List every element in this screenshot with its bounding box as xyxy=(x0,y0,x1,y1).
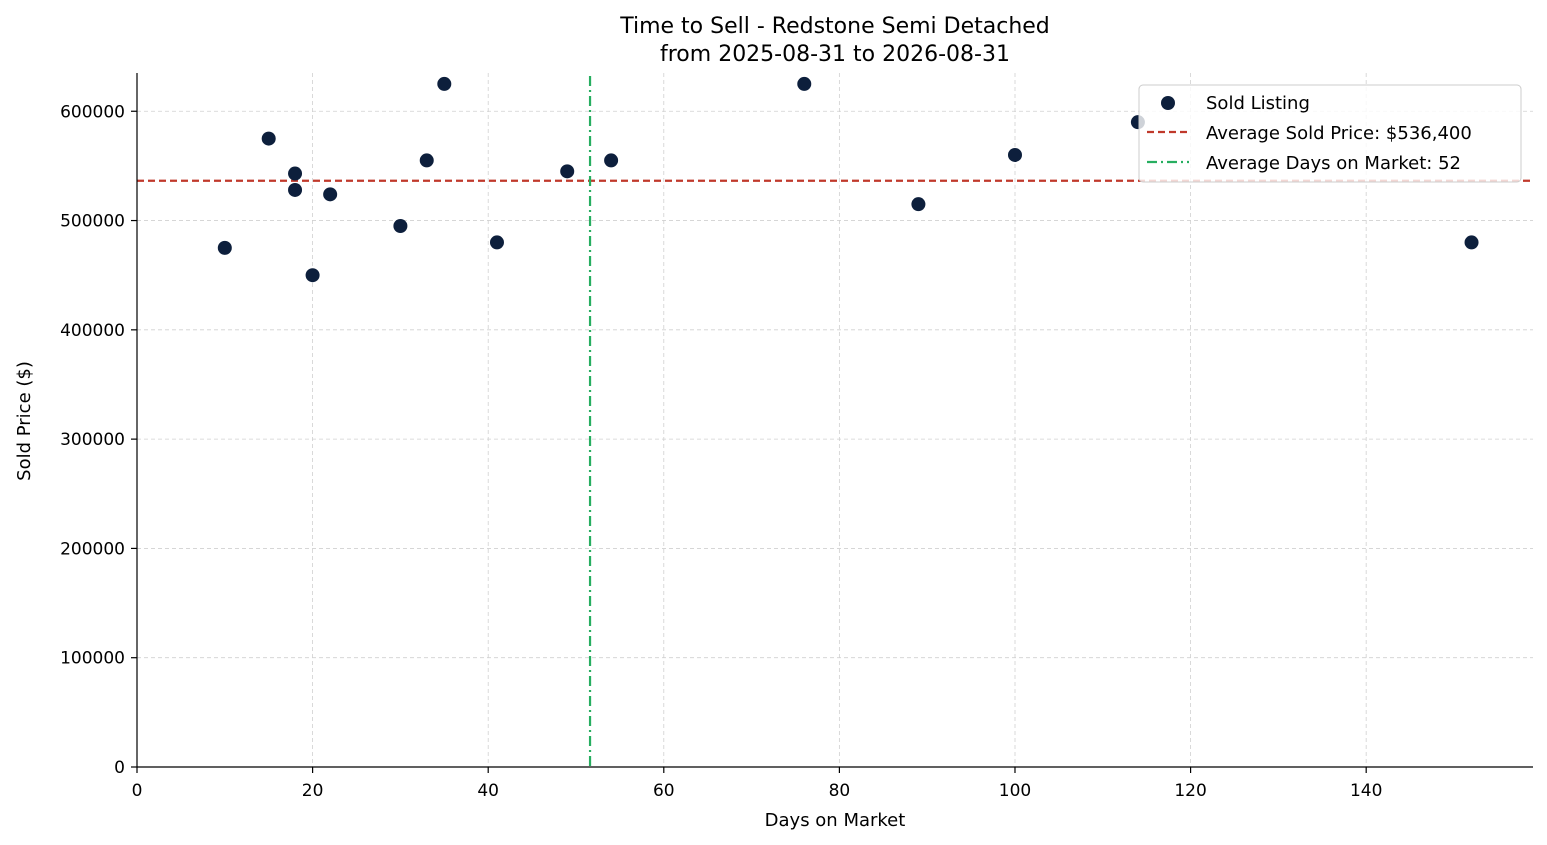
y-tick-label: 200000 xyxy=(60,539,125,559)
data-point xyxy=(797,76,812,91)
x-tick-label: 40 xyxy=(477,781,499,801)
y-tick-label: 600000 xyxy=(60,102,125,122)
x-tick-label: 120 xyxy=(1174,781,1206,801)
x-tick-label: 100 xyxy=(999,781,1031,801)
legend-label-average-days: Average Days on Market: 52 xyxy=(1206,153,1461,174)
data-point xyxy=(217,240,232,255)
legend-box xyxy=(1138,84,1522,183)
data-point xyxy=(419,153,434,168)
y-axis-label: Sold Price ($) xyxy=(14,361,35,481)
data-point xyxy=(604,153,619,168)
data-points xyxy=(217,76,1479,283)
tick-labels: 0 20 40 60 80 100 120 140 0 100000 200000 300000 400… xyxy=(60,102,1382,801)
y-tick-label: 300000 xyxy=(60,430,125,450)
x-tick-label: 80 xyxy=(829,781,851,801)
y-tick-label: 500000 xyxy=(60,212,125,232)
data-point xyxy=(911,197,926,212)
data-point xyxy=(323,187,338,202)
x-tick-label: 20 xyxy=(302,781,324,801)
x-tick-label: 0 xyxy=(132,781,143,801)
reference-lines xyxy=(137,76,1533,767)
data-point xyxy=(560,164,575,179)
data-point xyxy=(489,235,504,250)
x-tick-label: 140 xyxy=(1350,781,1382,801)
data-point xyxy=(393,219,408,234)
legend-label-sold-listing: Sold Listing xyxy=(1206,93,1310,114)
legend-label-average-sold-price: Average Sold Price: $536,400 xyxy=(1206,123,1472,144)
axes xyxy=(136,73,1533,768)
data-point xyxy=(288,166,303,181)
y-tick-label: 100000 xyxy=(60,649,125,669)
chart-subtitle: from 2025-08-31 to 2026-08-31 xyxy=(660,42,1010,67)
data-point xyxy=(437,76,452,91)
data-point xyxy=(1007,147,1022,162)
legend-marker-sold-listing xyxy=(1161,96,1175,110)
chart-title: Time to Sell - Redstone Semi Detached xyxy=(619,14,1050,39)
y-tick-label: 0 xyxy=(114,758,125,778)
y-tick-label: 400000 xyxy=(60,321,125,341)
legend: Sold Listing Average Sold Price: $536,40… xyxy=(1138,84,1522,183)
x-tick-label: 60 xyxy=(653,781,675,801)
data-point xyxy=(261,131,276,146)
data-point xyxy=(1464,235,1479,250)
x-axis-label: Days on Market xyxy=(765,810,906,831)
data-point xyxy=(288,182,303,197)
data-point xyxy=(305,268,320,283)
